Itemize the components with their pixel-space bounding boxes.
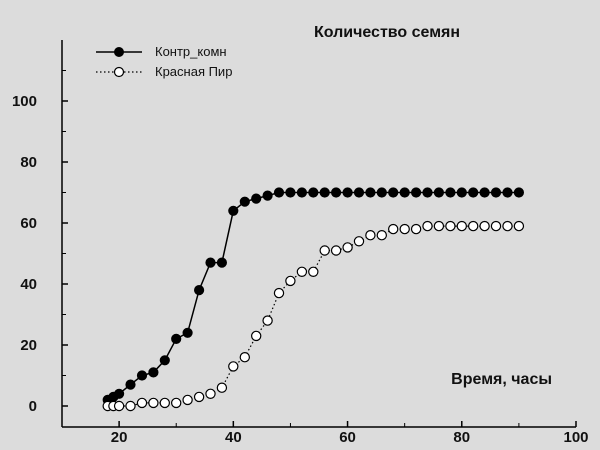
series-2-point [262,315,273,326]
series-1-point [296,187,307,198]
series-1-point [125,379,136,390]
series-1-point [262,190,273,201]
series-1-point [159,355,170,366]
series-2-point [502,220,513,232]
series-2-point [148,397,159,409]
series-2-point [479,220,490,232]
series-1-point [342,187,353,198]
series-2-point [125,400,136,412]
series-1-point [228,205,239,216]
series-2-point [251,330,262,342]
series-2-point [239,352,250,363]
x-tick-label: 80 [453,429,470,446]
series-2-point [468,220,479,232]
series-1-point [468,187,479,198]
series-2-point [170,397,182,409]
series-2-point [410,223,422,235]
legend-marker-series-2 [113,66,125,78]
series-1-point [422,187,433,198]
series-2-point [399,223,410,235]
series-1-point [251,193,262,204]
series-2-point [228,361,239,372]
series-2-point [159,397,170,409]
series-1-point [353,187,365,198]
series-2-point [376,229,387,241]
series-2-point [365,229,376,241]
series-2-point [456,220,467,232]
legend-marker-series-1 [114,47,124,57]
series-1-point [445,187,456,198]
series-1-point [205,257,216,268]
plot-area [102,187,525,412]
series-1-point [399,187,410,198]
series-2-point [182,394,193,406]
series-1-point [194,285,205,296]
y-tick-label: 40 [20,276,37,293]
legend-label-series-2: Красная Пир [155,64,232,79]
series-2-point [193,391,205,403]
series-2-point [422,220,433,232]
series-1-point [456,187,467,198]
series-1-point [433,187,444,198]
series-1-point [376,187,387,198]
y-tick-label: 0 [29,398,37,415]
series-1-point [285,187,296,198]
x-tick-label: 100 [563,429,588,446]
series-2-point [490,220,502,232]
series-1-point [273,187,285,198]
y-tick-label: 60 [20,215,37,232]
series-2-point [319,245,330,256]
series-1-line [107,191,519,401]
series-1-point [388,187,399,198]
series-1-point [490,187,502,198]
y-tick-label: 100 [12,93,37,110]
series-2-point [433,220,445,232]
series-2-point [445,220,456,232]
series-2-point [216,382,228,393]
series-2-point [308,266,319,277]
legend-label-series-1: Контр_комн [155,44,227,59]
series-2-point [513,220,525,232]
series-1-point [136,370,148,381]
series-2-point [330,245,342,256]
series-2-point [353,236,365,247]
y-tick-label: 20 [20,337,37,354]
y-tick-label: 80 [20,154,37,171]
series-1-point [239,196,250,207]
series-1-point [171,333,182,344]
series-1-point [319,187,330,198]
series-2-point [285,275,296,287]
series-2-point [113,400,125,412]
x-tick-label: 40 [225,429,242,446]
series-1-point [182,327,193,338]
x-axis-label: Время, часы [451,371,552,388]
x-tick-label: 60 [339,429,356,446]
chart-title: Количество семян [314,24,460,41]
series-1-point [148,367,159,378]
series-2-point [273,287,285,299]
series-1-point [479,187,490,198]
series-1-point [331,187,342,198]
series-1-point [216,257,227,268]
series-2-point [205,388,216,399]
legend-item-series-1: Контр_комн [96,44,227,59]
legend: Контр_комн Красная Пир [96,44,232,79]
series-1-point [308,187,319,198]
series-1-point [502,187,513,198]
series-2-point [296,266,308,277]
series-1-point [365,187,376,198]
legend-item-series-2: Красная Пир [96,64,232,79]
series-2-point [342,242,353,253]
series-1-point [114,388,125,399]
x-tick-label: 20 [111,429,128,446]
series-1-point [411,187,422,198]
series-2-point [136,397,148,409]
series-1-point [513,187,525,198]
axes: 0 20 40 60 80 100 20 40 60 80 100 [12,40,589,446]
series-2-point [388,223,399,235]
